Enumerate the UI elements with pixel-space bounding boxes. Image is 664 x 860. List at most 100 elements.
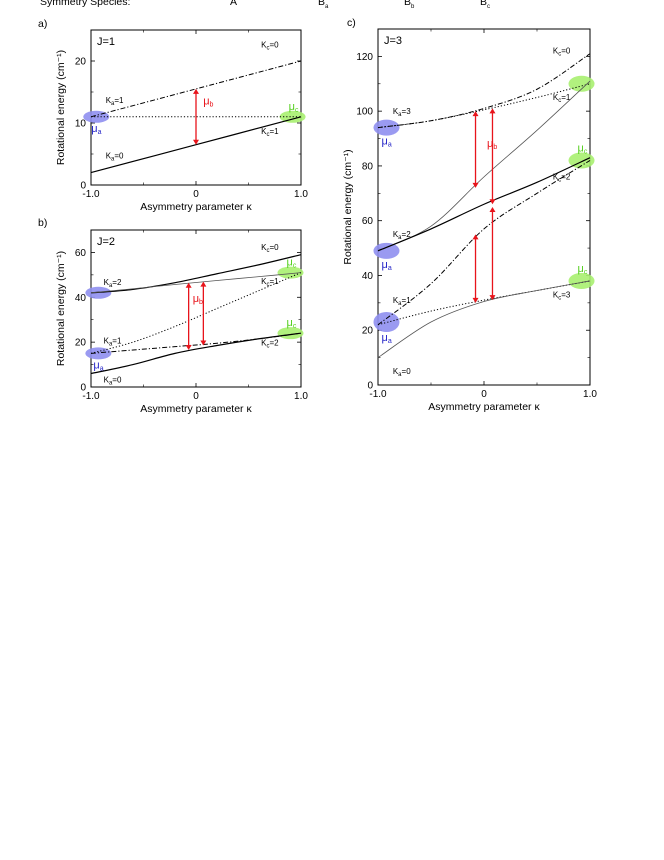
species-label: A [230,0,237,8]
mu-b-transition-arrow [489,108,496,205]
y-tick-label: 0 [367,381,373,392]
level-label-rest: =0 [561,47,571,56]
species-label: Bc [480,0,490,10]
mu-b-label-sub: b [210,101,214,108]
mu-b-transition-arrow [185,282,192,350]
level-label: Kc=0 [553,47,571,58]
arrow-head-bottom [193,139,199,145]
blob-label: μc [287,317,297,330]
level-label-sub: c [558,178,561,184]
series-line-ka-3-kc-1 [377,83,591,129]
level-label-sub: a [398,301,402,307]
level-label-sub: c [558,52,561,58]
level-label-rest: =2 [402,230,412,239]
blob-label: μa [381,259,391,272]
y-tick-label: 80 [362,161,374,172]
series-line-ka-2-kc-2 [377,157,591,252]
blob-label-sub: a [388,338,392,345]
y-axis-label: Rotational energy (cm⁻¹) [55,50,67,165]
blob-label: μa [93,359,103,372]
y-axis-label: Rotational energy (cm⁻¹) [55,251,67,366]
level-label-sub: a [111,101,115,107]
level-label-rest: =1 [402,296,412,305]
x-tick-label: -1.0 [82,391,100,402]
y-tick-label: 120 [356,52,373,63]
series-line-ka-0-kc-2 [90,332,302,375]
dipole-blob [373,312,400,333]
arrow-head-bottom [185,344,192,350]
species-subscript: c [487,4,490,10]
series-line-ka-1-kc-2 [377,160,591,326]
chart-title: J=2 [97,236,115,248]
series-line-ka-0-kc-3 [377,280,591,358]
y-tick-label: 60 [362,216,374,227]
series-line-ka-2-kc-1 [90,272,302,294]
dipole-blob [373,242,400,259]
blob-label-sub: c [293,263,297,270]
blob-label-sub: c [584,269,588,276]
blob-label-sub: c [293,323,297,330]
arrow-head-top [185,282,192,288]
level-label: Kc=3 [553,290,571,301]
series-line-ka-1-kc-0 [90,60,302,118]
level-label-rest: =3 [402,107,412,116]
blob-label-sub: a [98,129,102,136]
level-label-rest: =3 [561,290,571,299]
y-tick-label: 20 [75,338,87,349]
x-axis-label: Asymmetry parameter κ [140,201,252,213]
panel-label: a) [38,18,47,30]
level-label-rest: =1 [112,336,122,345]
mu-b-label: μb [193,293,203,306]
level-label: Kc=1 [261,127,279,138]
arrow-head-bottom [472,182,479,188]
blob-label: μa [91,123,101,136]
arrow-head-top [193,88,199,94]
mu-b-transition-arrow [489,207,496,301]
level-label: Kc=2 [553,173,571,184]
level-label-rest: =2 [112,278,122,287]
level-label-rest: =0 [114,151,124,160]
blob-label-sub: a [100,365,104,372]
dipole-blob [568,75,595,92]
level-label-sub: c [266,282,269,288]
level-label-sub: c [266,344,269,350]
x-axis-label: Asymmetry parameter κ [428,401,540,413]
blob-label-sub: a [388,142,392,149]
dipole-blob [373,119,400,136]
y-tick-label: 100 [356,107,373,118]
level-label-sub: a [109,283,113,289]
level-label: Ka=0 [393,367,411,378]
x-tick-label: 0 [481,389,487,400]
arrow-head-bottom [489,199,496,205]
blob-label: μc [287,257,297,270]
x-tick-label: -1.0 [369,389,387,400]
dipole-blob [568,272,595,289]
y-axis-label: Rotational energy (cm⁻¹) [342,149,354,264]
chart-title: J=3 [384,35,402,47]
arrow-head-top [472,234,479,240]
x-tick-label: 1.0 [294,391,308,402]
series-line-ka-2-kc-0 [90,254,302,294]
blob-label: μa [381,332,391,345]
x-tick-label: 0 [193,189,199,200]
level-label-rest: =2 [561,173,571,182]
level-label-rest: =2 [269,339,279,348]
series-line-ka-1-kc-1 [90,272,302,354]
symmetry-species-header: Symmetry Species: A Ba Bb Bc [40,0,490,10]
level-label-sub: a [398,372,402,378]
panel-label: b) [38,217,47,229]
blob-label: μc [578,263,588,276]
level-label-rest: =1 [114,96,124,105]
x-axis-label: Asymmetry parameter κ [140,403,252,415]
blob-label: μc [289,101,299,114]
level-label: Kc=1 [261,277,279,288]
arrow-head-top [472,111,479,117]
blob-label-sub: a [388,265,392,272]
level-label-sub: c [558,295,561,301]
arrow-head-top [489,108,496,114]
level-label: Ka=2 [393,230,411,241]
plot-frame [377,28,591,386]
level-label: Ka=1 [104,336,122,347]
